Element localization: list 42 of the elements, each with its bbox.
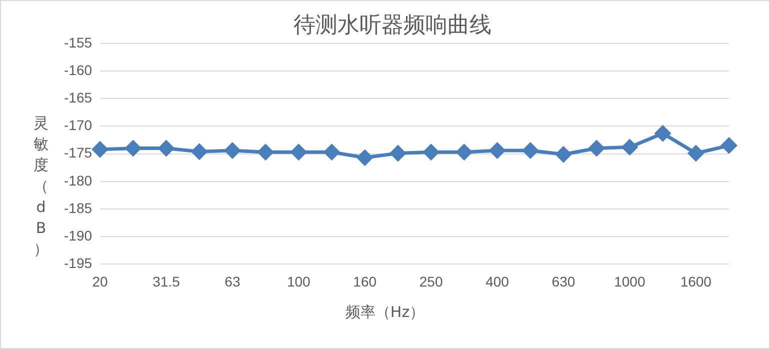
y-tick-label: -185 bbox=[64, 200, 92, 216]
point bbox=[522, 142, 538, 158]
point bbox=[224, 142, 240, 158]
x-tick-label: 1000 bbox=[614, 273, 646, 290]
y-tick-label: -195 bbox=[64, 255, 92, 272]
y-tick-label: -165 bbox=[64, 89, 92, 106]
y-axis-title: 灵敏度（dB） bbox=[32, 113, 50, 260]
y-tick-label: -175 bbox=[64, 144, 92, 161]
y-tick-label: -170 bbox=[64, 117, 92, 134]
point bbox=[490, 142, 506, 158]
x-tick-label: 160 bbox=[353, 273, 377, 290]
y-tick-label: -180 bbox=[64, 172, 92, 188]
x-tick-label: 630 bbox=[552, 273, 576, 290]
point bbox=[390, 146, 406, 161]
point bbox=[556, 146, 572, 162]
point bbox=[721, 138, 737, 154]
x-tick-label: 100 bbox=[286, 273, 311, 290]
point bbox=[158, 140, 174, 156]
x-axis-title: 频率（Hz） bbox=[344, 303, 426, 322]
point bbox=[456, 144, 472, 160]
x-tick-label: 250 bbox=[419, 273, 443, 290]
point bbox=[357, 150, 373, 166]
x-tick-label: 400 bbox=[486, 273, 510, 290]
x-tick-label: 20 bbox=[92, 273, 108, 290]
point bbox=[92, 142, 108, 158]
x-tick-label: 31.5 bbox=[152, 273, 180, 290]
point bbox=[655, 126, 671, 142]
chart-title: 待测水听器频响曲线 bbox=[294, 12, 492, 38]
y-tick-label: -190 bbox=[64, 227, 92, 244]
point bbox=[258, 144, 274, 160]
point bbox=[622, 139, 638, 155]
x-tick-label: 63 bbox=[224, 273, 240, 290]
y-tick-label: -160 bbox=[64, 62, 92, 78]
point bbox=[125, 140, 141, 156]
point bbox=[588, 140, 604, 156]
point bbox=[290, 144, 306, 160]
y-tick-label: -155 bbox=[64, 34, 92, 50]
x-tick-label: 1600 bbox=[680, 273, 712, 290]
point bbox=[423, 144, 439, 160]
point bbox=[192, 144, 208, 160]
point bbox=[324, 144, 340, 160]
point bbox=[688, 146, 704, 161]
